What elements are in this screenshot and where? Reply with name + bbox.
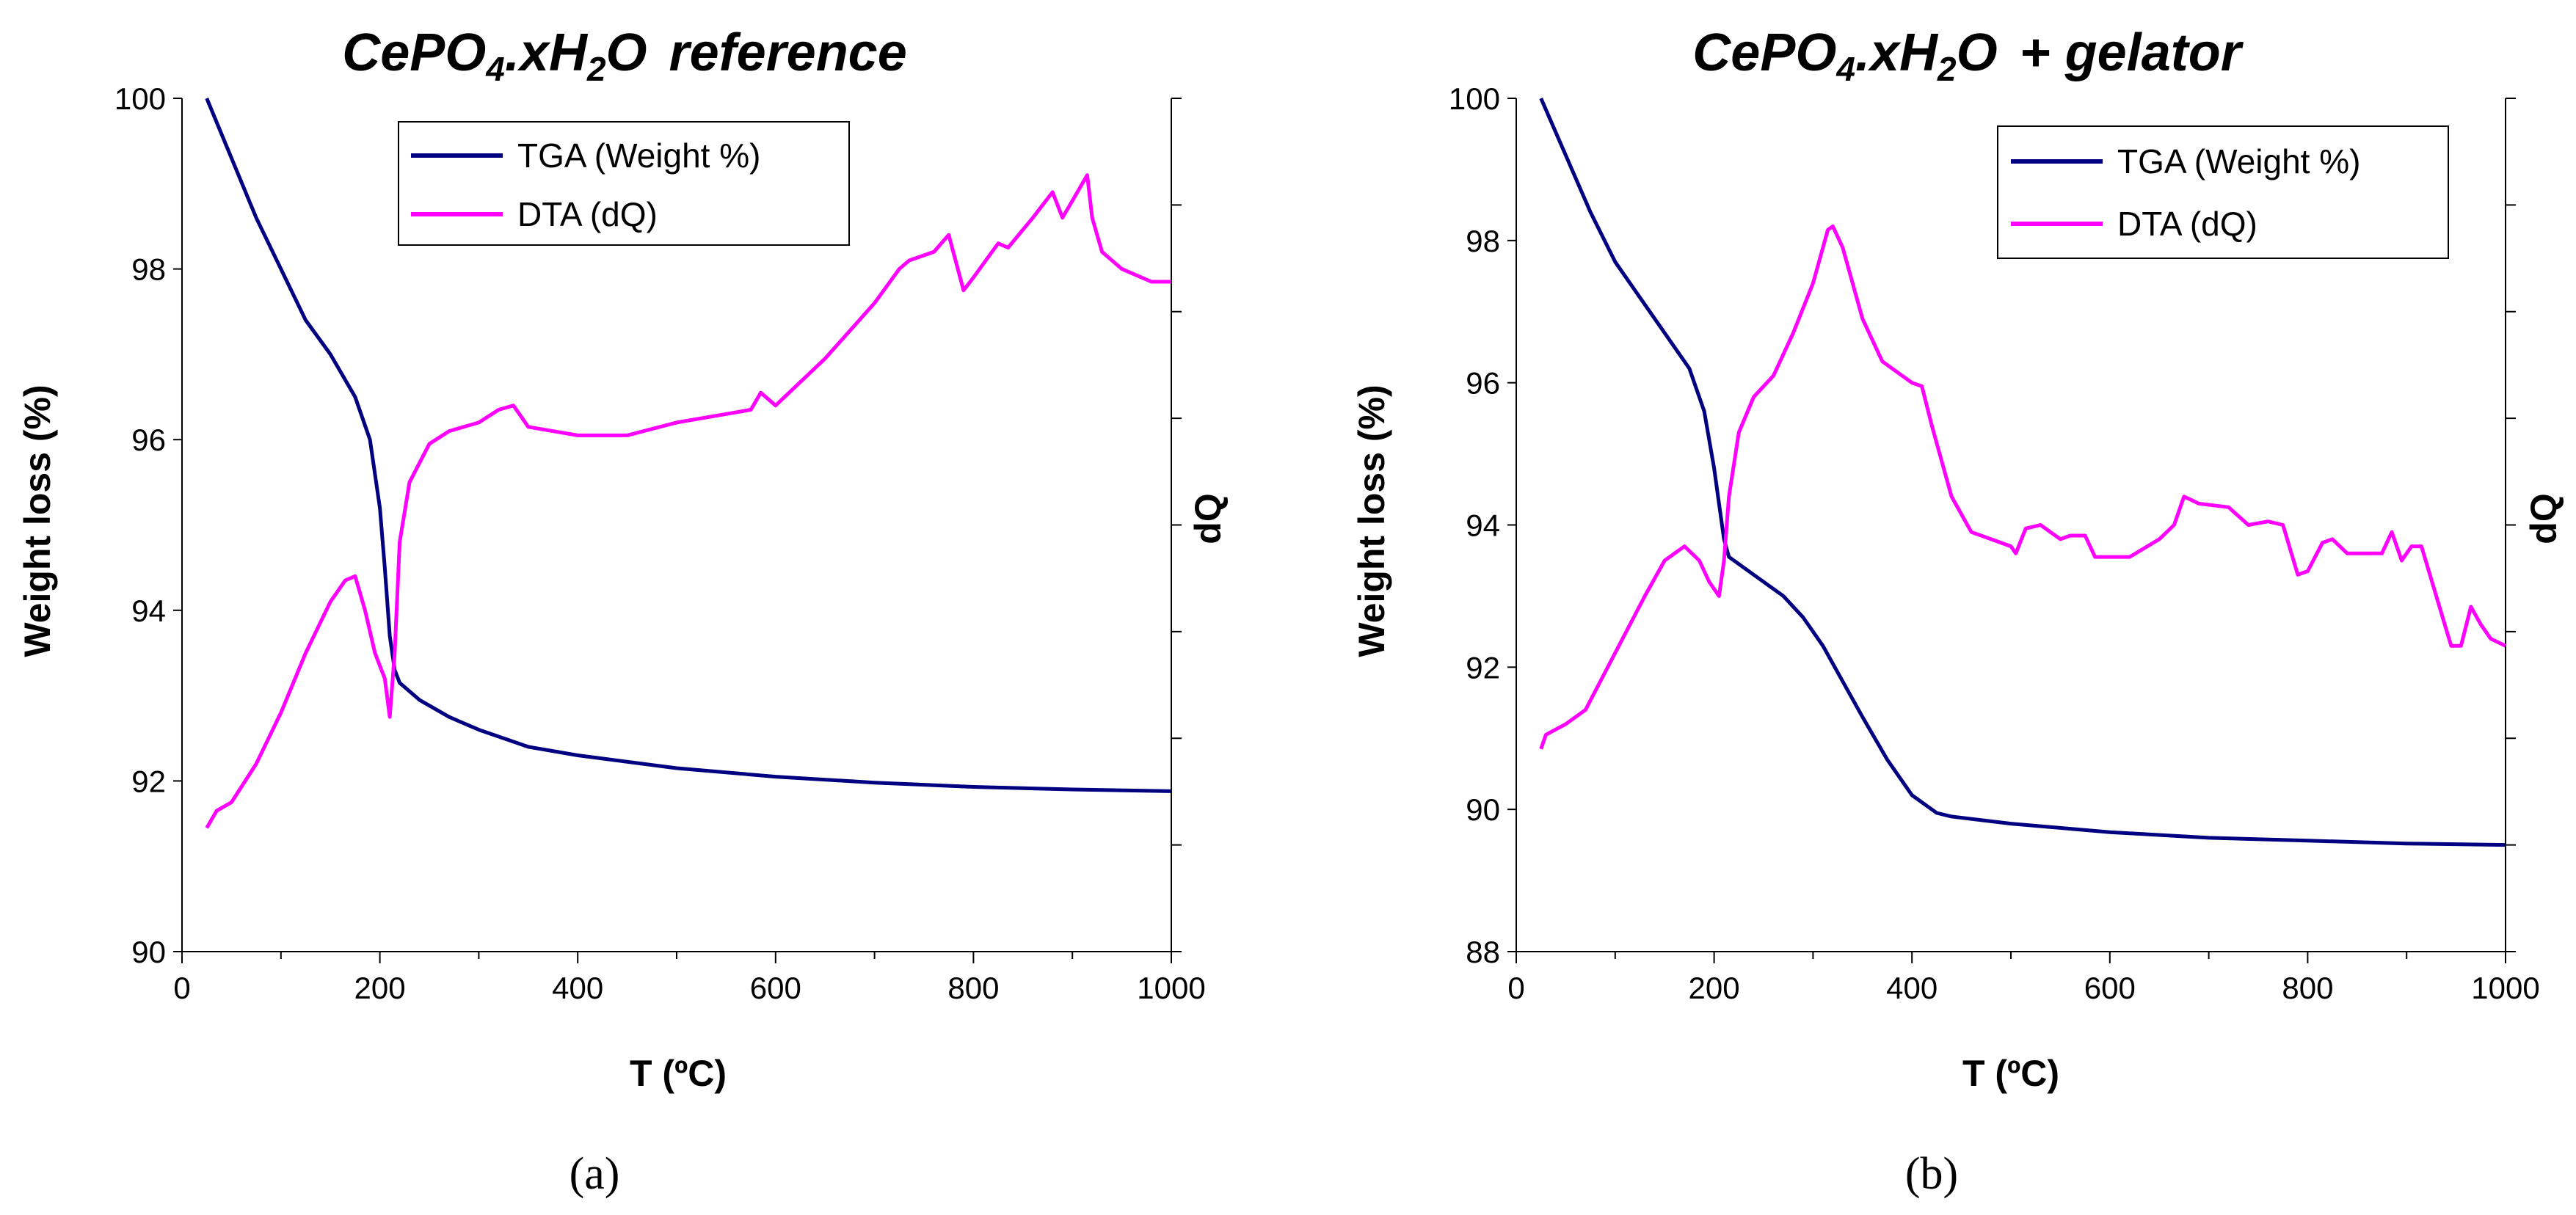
y-tick-label-b: 88 — [1466, 935, 1500, 969]
x-tick-label-b: 400 — [1886, 971, 1938, 1005]
y2-axis-label-b: dQ — [2523, 493, 2564, 544]
y-tick-label-a: 90 — [131, 935, 166, 969]
legend-a: TGA (Weight %) DTA (dQ) — [398, 121, 850, 246]
x-axis-label-a: T (ºC) — [630, 1053, 727, 1094]
x-tick-label-a: 600 — [750, 971, 801, 1005]
legend-label-tga-b: TGA (Weight %) — [2117, 142, 2360, 180]
y-tick-label-b: 100 — [1449, 81, 1500, 116]
panel-label-b: (b) — [1905, 1149, 1958, 1199]
y-axis-label-a: Weight loss (%) — [17, 384, 58, 657]
legend-label-tga-a: TGA (Weight %) — [517, 136, 760, 175]
panel-b-title: CePO4.xH2O + gelator — [1692, 23, 2244, 88]
x-tick-label-a: 800 — [947, 971, 999, 1005]
dta-series-line-a — [205, 173, 1171, 829]
y-tick-label-a: 98 — [131, 252, 166, 287]
x-tick-label-a: 0 — [173, 971, 190, 1005]
panel-label-a: (a) — [570, 1149, 620, 1199]
y-tick-label-a: 92 — [131, 764, 166, 798]
tga-series-line-a — [205, 98, 1172, 793]
legend-label-dta-b: DTA (dQ) — [2117, 205, 2257, 243]
dta-series-line-b — [1539, 224, 2507, 750]
y-tick-label-b: 92 — [1466, 650, 1500, 685]
y-tick-label-b: 96 — [1466, 366, 1500, 401]
y-tick-label-b: 94 — [1466, 508, 1500, 543]
x-tick-label-a: 1000 — [1137, 971, 1205, 1005]
x-axis-label-b: T (ºC) — [1962, 1053, 2059, 1094]
x-tick-label-a: 400 — [552, 971, 603, 1005]
y2-axis-label-a: dQ — [1187, 493, 1229, 544]
x-tick-label-b: 600 — [2084, 971, 2136, 1005]
y-axis-label-b: Weight loss (%) — [1351, 384, 1392, 657]
x-tick-label-b: 1000 — [2471, 971, 2539, 1005]
tga-series-line-b — [1539, 98, 2506, 847]
y-tick-label-a: 96 — [131, 423, 166, 457]
x-tick-label-b: 200 — [1689, 971, 1740, 1005]
x-tick-label-b: 0 — [1507, 971, 1524, 1005]
y-tick-label-b: 98 — [1466, 224, 1500, 258]
plot-area-b: 0 200 400 600 800 1000 88 90 92 94 96 98 100 — [1449, 81, 2540, 1005]
legend-box-a — [398, 121, 850, 246]
x-tick-label-a: 200 — [354, 971, 406, 1005]
panel-a: CePO4.xH2O reference 0 200 400 600 800 1000 90 9… — [17, 23, 1229, 1199]
y-tick-label-b: 90 — [1466, 792, 1500, 827]
plot-area-a: 0 200 400 600 800 1000 90 92 94 96 98 100 — [114, 81, 1206, 1005]
legend-b: TGA (Weight %) DTA (dQ) — [1997, 125, 2449, 259]
x-tick-label-b: 800 — [2282, 971, 2333, 1005]
legend-box-b — [1997, 125, 2449, 259]
y-tick-label-a: 100 — [114, 81, 166, 116]
panel-b: CePO4.xH2O + gelator 0 200 400 600 800 1000 88 9… — [1351, 23, 2564, 1199]
y-tick-label-a: 94 — [131, 594, 166, 628]
panel-a-title: CePO4.xH2O reference — [342, 23, 907, 88]
legend-label-dta-a: DTA (dQ) — [517, 195, 658, 233]
